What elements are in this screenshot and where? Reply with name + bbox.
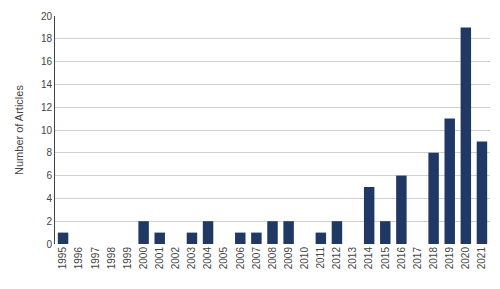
svg-text:6: 6 bbox=[46, 170, 52, 181]
svg-text:2006: 2006 bbox=[235, 247, 246, 270]
svg-text:2018: 2018 bbox=[428, 247, 439, 270]
svg-text:2005: 2005 bbox=[218, 247, 229, 270]
svg-text:18: 18 bbox=[41, 33, 53, 44]
svg-text:2015: 2015 bbox=[380, 247, 391, 270]
svg-text:2003: 2003 bbox=[186, 247, 197, 270]
svg-text:10: 10 bbox=[41, 125, 53, 136]
svg-text:2001: 2001 bbox=[154, 247, 165, 270]
svg-text:2012: 2012 bbox=[331, 247, 342, 270]
svg-text:1999: 1999 bbox=[122, 247, 133, 270]
svg-text:2002: 2002 bbox=[170, 247, 181, 270]
svg-text:2019: 2019 bbox=[444, 247, 455, 270]
svg-text:2016: 2016 bbox=[396, 247, 407, 270]
svg-text:2000: 2000 bbox=[138, 247, 149, 270]
svg-text:2011: 2011 bbox=[315, 247, 326, 269]
svg-text:2009: 2009 bbox=[283, 247, 294, 270]
svg-text:16: 16 bbox=[41, 56, 53, 67]
svg-text:14: 14 bbox=[41, 79, 53, 90]
svg-text:2020: 2020 bbox=[460, 247, 471, 270]
svg-text:2004: 2004 bbox=[202, 247, 213, 270]
svg-text:Number of Articles: Number of Articles bbox=[13, 85, 25, 175]
svg-text:1997: 1997 bbox=[90, 247, 101, 270]
svg-text:2007: 2007 bbox=[251, 247, 262, 270]
svg-text:1998: 1998 bbox=[106, 247, 117, 270]
svg-text:2010: 2010 bbox=[299, 247, 310, 270]
svg-text:2013: 2013 bbox=[347, 247, 358, 270]
svg-text:4: 4 bbox=[46, 193, 52, 204]
svg-text:2: 2 bbox=[46, 216, 52, 227]
svg-text:12: 12 bbox=[41, 102, 53, 113]
svg-text:2017: 2017 bbox=[412, 247, 423, 270]
svg-text:2008: 2008 bbox=[267, 247, 278, 270]
svg-text:1996: 1996 bbox=[73, 247, 84, 270]
svg-text:8: 8 bbox=[46, 147, 52, 158]
svg-text:2014: 2014 bbox=[363, 247, 374, 270]
svg-text:1995: 1995 bbox=[57, 247, 68, 270]
svg-text:20: 20 bbox=[41, 11, 53, 22]
svg-text:2021: 2021 bbox=[476, 247, 487, 270]
svg-text:0: 0 bbox=[46, 239, 52, 250]
